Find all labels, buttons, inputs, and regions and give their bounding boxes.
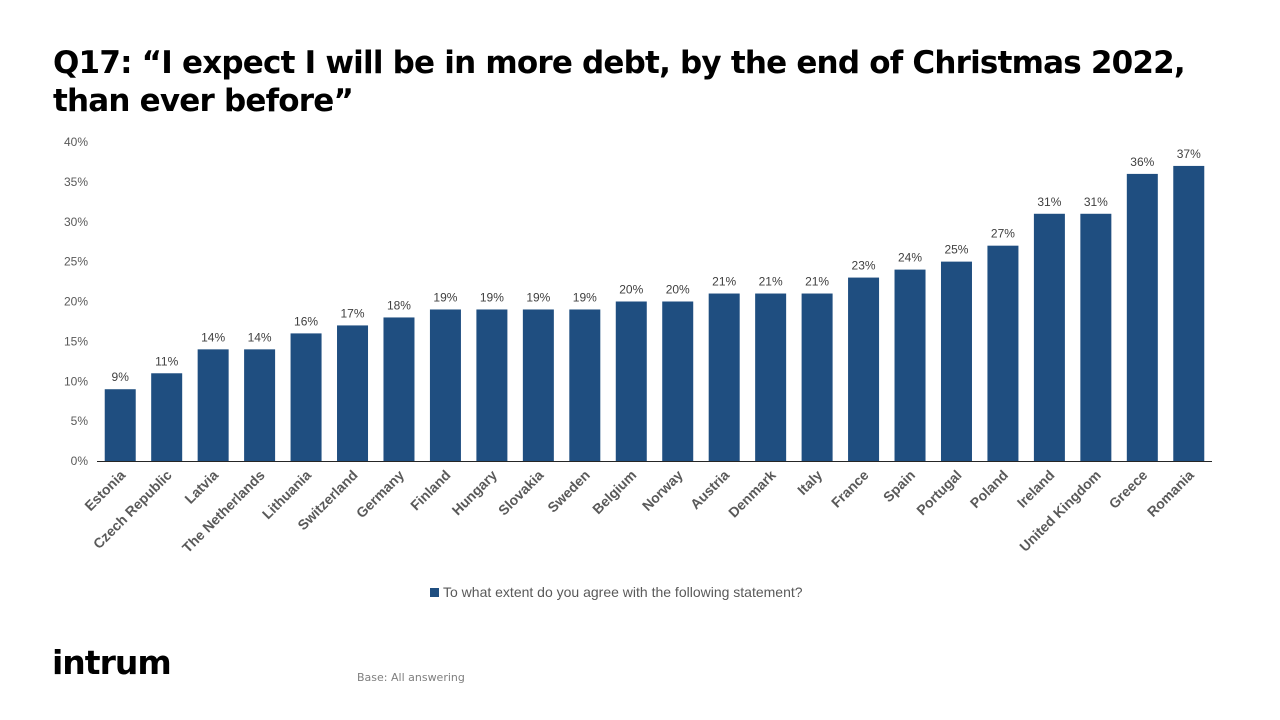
category-label: Austria xyxy=(687,467,733,513)
category-label: Romania xyxy=(1144,467,1197,520)
data-label: 16% xyxy=(294,314,318,328)
chart-legend: To what extent do you agree with the fol… xyxy=(430,584,803,600)
category-label: Latvia xyxy=(181,467,221,507)
bar xyxy=(662,301,694,461)
bar xyxy=(848,277,880,461)
data-label: 14% xyxy=(201,330,225,344)
bar xyxy=(940,261,972,461)
category-label: Poland xyxy=(967,467,1011,511)
base-footnote: Base: All answering xyxy=(357,671,465,684)
bar xyxy=(987,245,1019,461)
bar xyxy=(615,301,647,461)
y-tick-label: 10% xyxy=(64,374,88,388)
category-label: Greece xyxy=(1106,467,1151,512)
bar xyxy=(522,309,554,461)
bar xyxy=(801,293,833,461)
data-label: 21% xyxy=(759,275,783,289)
data-label: 14% xyxy=(248,330,272,344)
bar xyxy=(1173,165,1205,462)
data-label: 31% xyxy=(1037,195,1061,209)
bar xyxy=(290,333,322,461)
y-tick-label: 5% xyxy=(71,414,89,428)
category-label: France xyxy=(828,467,872,511)
bar xyxy=(476,309,508,461)
data-label: 19% xyxy=(526,290,550,304)
data-label: 27% xyxy=(991,227,1015,241)
slide-title: Q17: “I expect I will be in more debt, b… xyxy=(53,45,1186,119)
legend-label: To what extent do you agree with the fol… xyxy=(443,584,803,600)
data-labels: 9% 11% 14% 14% 16% 17% 18% 19% 19% 19% 19% 20% 20% 21… xyxy=(112,147,1202,384)
bar xyxy=(244,349,276,461)
data-label: 18% xyxy=(387,298,411,312)
category-label: Finland xyxy=(407,467,454,514)
bar xyxy=(429,309,461,461)
category-label: Italy xyxy=(794,467,825,498)
category-label: Slovakia xyxy=(495,467,547,519)
data-label: 9% xyxy=(112,370,130,384)
category-label: Spain xyxy=(880,467,918,505)
bar xyxy=(755,293,787,461)
data-label: 24% xyxy=(898,251,922,265)
y-tick-label: 20% xyxy=(64,295,88,309)
bar xyxy=(894,269,926,461)
data-label: 21% xyxy=(712,275,736,289)
data-label: 19% xyxy=(433,290,457,304)
category-label: Belgium xyxy=(589,467,639,517)
bar xyxy=(708,293,740,461)
data-label: 11% xyxy=(155,354,178,368)
data-label: 20% xyxy=(666,283,690,297)
bars xyxy=(104,165,1205,462)
category-label: Norway xyxy=(639,467,686,514)
data-label: 19% xyxy=(573,290,597,304)
category-label: Ireland xyxy=(1014,467,1058,511)
bar xyxy=(1126,173,1158,461)
legend-swatch xyxy=(430,587,439,597)
y-axis: 0% 5% 10% 15% 20% 25% 30% 35% 40% xyxy=(64,135,88,468)
data-label: 21% xyxy=(805,275,829,289)
y-tick-label: 25% xyxy=(64,255,88,269)
bar xyxy=(151,373,183,461)
category-label: Germany xyxy=(353,467,407,521)
y-tick-label: 30% xyxy=(64,215,88,229)
bar xyxy=(337,325,369,461)
y-tick-label: 0% xyxy=(71,454,89,468)
bar xyxy=(1080,213,1112,461)
data-label: 36% xyxy=(1130,155,1154,169)
category-label: Portugal xyxy=(913,467,964,518)
category-label: Sweden xyxy=(544,467,593,516)
data-label: 23% xyxy=(852,259,876,273)
y-tick-label: 40% xyxy=(64,135,88,149)
data-label: 37% xyxy=(1177,147,1201,161)
y-tick-label: 35% xyxy=(64,175,88,189)
category-label: Estonia xyxy=(81,467,128,514)
category-label: Hungary xyxy=(449,467,501,519)
data-label: 17% xyxy=(341,306,365,320)
y-tick-label: 15% xyxy=(64,334,88,348)
data-label: 25% xyxy=(944,243,968,257)
bar xyxy=(104,389,136,461)
category-label: Czech Republic xyxy=(90,467,175,552)
data-label: 31% xyxy=(1084,195,1108,209)
category-label: The Netherlands xyxy=(179,467,268,556)
data-label: 20% xyxy=(619,283,643,297)
intrum-logo: intrum xyxy=(52,643,172,682)
bar xyxy=(197,349,229,461)
data-label: 19% xyxy=(480,290,504,304)
bar xyxy=(1033,213,1065,461)
bar xyxy=(383,317,415,461)
bar xyxy=(569,309,601,461)
category-label: Denmark xyxy=(725,467,779,521)
category-label: United Kingdom xyxy=(1016,467,1104,555)
